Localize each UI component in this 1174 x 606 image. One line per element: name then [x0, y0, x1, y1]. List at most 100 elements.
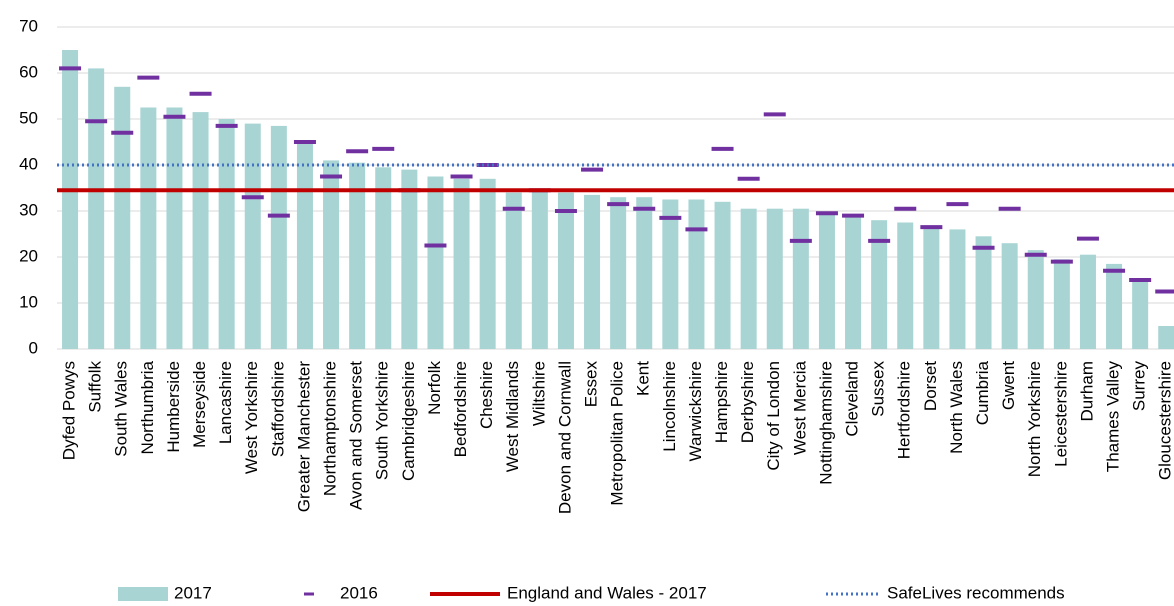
x-tick-label: North Yorkshire [1025, 361, 1044, 477]
bar [218, 119, 235, 349]
bar [427, 176, 444, 349]
y-tick-label: 60 [19, 62, 38, 81]
bar [975, 236, 992, 349]
x-tick-label: Dyfed Powys [60, 361, 79, 460]
bar [766, 208, 783, 349]
bar [62, 50, 79, 349]
x-tick-label: Devon and Cornwall [555, 361, 574, 514]
legend-swatch [118, 587, 168, 601]
x-tick-label: Greater Manchester [294, 361, 313, 513]
bar [636, 197, 653, 349]
bar [1132, 280, 1149, 349]
legend-label: SafeLives recommends [887, 583, 1065, 602]
y-tick-label: 50 [19, 108, 38, 127]
bar [114, 86, 131, 350]
x-tick-label: Essex [582, 361, 601, 408]
x-tick-label: Nottinghamshire [816, 361, 835, 485]
bar [818, 213, 835, 349]
x-tick-label: West Midlands [503, 361, 522, 472]
y-tick-label: 30 [19, 200, 38, 219]
bar [1001, 243, 1018, 349]
bar [584, 194, 601, 349]
y-tick-label: 10 [19, 292, 38, 311]
bar [88, 68, 105, 350]
bar [871, 220, 888, 349]
bar [610, 197, 627, 349]
x-tick-label: Cleveland [843, 361, 862, 437]
bar [270, 125, 287, 350]
x-tick-label: South Wales [112, 361, 131, 457]
x-tick-label: Northumbria [138, 360, 157, 454]
bar [949, 229, 966, 349]
y-tick-label: 40 [19, 154, 38, 173]
x-tick-label: Warwickshire [686, 361, 705, 461]
bar [792, 208, 809, 349]
x-tick-label: Wiltshire [529, 361, 548, 426]
x-tick-label: Cumbria [973, 360, 992, 425]
bar [714, 201, 731, 349]
bar [349, 162, 366, 349]
legend-label: England and Wales - 2017 [507, 583, 707, 602]
x-tick-label: West Yorkshire [242, 361, 261, 474]
bar [1158, 326, 1174, 349]
x-tick-label: Gloucestershire [1156, 361, 1174, 480]
bar [662, 199, 679, 349]
x-tick-label: North Wales [947, 361, 966, 454]
x-tick-label: Hampshire [712, 361, 731, 443]
x-tick-label: Hertfordshire [895, 361, 914, 459]
bar [897, 222, 914, 349]
x-tick-label: Gwent [999, 361, 1018, 410]
x-tick-label: Norfolk [425, 361, 444, 415]
x-tick-label: City of London [764, 361, 783, 471]
bar [688, 199, 705, 349]
bar [453, 178, 470, 349]
x-tick-label: South Yorkshire [373, 361, 392, 480]
x-tick-label: Merseyside [190, 361, 209, 448]
x-tick-label: Derbyshire [738, 361, 757, 443]
bar [192, 112, 209, 349]
x-tick-label: Avon and Somerset [347, 361, 366, 510]
y-tick-label: 70 [19, 16, 38, 35]
bar [531, 190, 548, 349]
bar [479, 178, 496, 349]
x-tick-label: Staffordshire [268, 361, 287, 457]
x-tick-label: Leicestershire [1051, 361, 1070, 467]
bar [166, 107, 183, 349]
x-tick-label: Cambridgeshire [399, 361, 418, 481]
x-tick-label: Bedfordshire [451, 361, 470, 457]
bar [1106, 263, 1123, 349]
x-tick-label: Thames Valley [1104, 361, 1123, 473]
y-tick-label: 0 [29, 338, 38, 357]
bar [375, 167, 392, 349]
x-tick-label: Kent [634, 361, 653, 396]
bar [845, 215, 862, 349]
bar [140, 107, 157, 349]
legend-label: 2017 [174, 583, 212, 602]
x-tick-label: Suffolk [86, 361, 105, 413]
y-tick-label: 20 [19, 246, 38, 265]
bar [505, 192, 522, 349]
bar [296, 142, 313, 349]
bar [323, 160, 340, 349]
x-tick-label: Lancashire [216, 361, 235, 444]
x-tick-label: Lincolnshire [660, 361, 679, 452]
x-tick-label: Northamptonshire [321, 361, 340, 496]
bar [740, 208, 757, 349]
x-tick-label: Durham [1077, 361, 1096, 421]
bar [1079, 254, 1096, 349]
bar [1027, 250, 1044, 349]
bar [244, 123, 261, 349]
legend-label: 2016 [340, 583, 378, 602]
bar [401, 169, 418, 349]
x-tick-label: West Mercia [790, 360, 809, 455]
x-tick-label: Metropolitan Police [608, 361, 627, 506]
x-tick-label: Cheshire [477, 361, 496, 429]
x-tick-label: Dorset [921, 361, 940, 411]
x-tick-label: Humberside [164, 361, 183, 453]
bar [923, 227, 940, 349]
x-tick-label: Sussex [869, 361, 888, 417]
x-tick-label: Surrey [1130, 361, 1149, 412]
bar [557, 192, 574, 349]
bar [1053, 259, 1070, 349]
